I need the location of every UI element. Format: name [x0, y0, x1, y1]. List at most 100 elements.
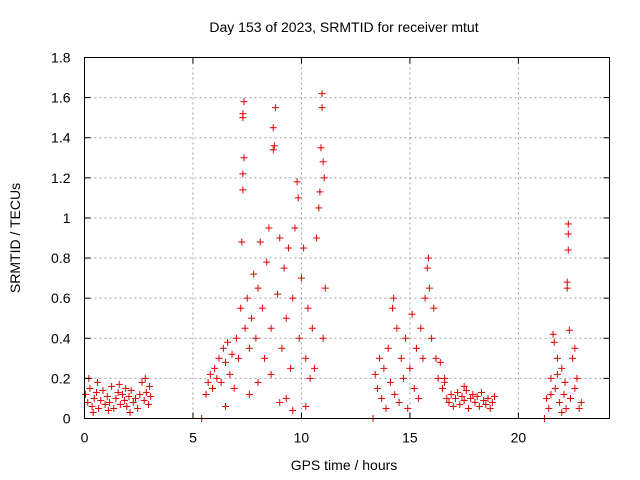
- data-point: [447, 390, 455, 398]
- data-point: [141, 374, 149, 382]
- data-point: [304, 304, 312, 312]
- data-point: [321, 284, 329, 292]
- data-point: [248, 314, 256, 322]
- data-point: [110, 404, 118, 412]
- data-point: [237, 304, 245, 312]
- data-point: [445, 398, 453, 406]
- data-point: [302, 402, 310, 410]
- data-point: [551, 384, 559, 392]
- data-point: [424, 254, 432, 262]
- data-point: [458, 392, 466, 400]
- data-point: [269, 146, 277, 154]
- data-point: [219, 344, 227, 352]
- data-point: [566, 394, 574, 402]
- data-point: [245, 344, 253, 352]
- data-point: [419, 354, 427, 362]
- data-point: [239, 186, 247, 194]
- data-point: [556, 398, 564, 406]
- data-point: [384, 344, 392, 352]
- data-point: [378, 394, 386, 402]
- data-point: [484, 394, 492, 402]
- data-point: [571, 344, 579, 352]
- data-point: [549, 330, 557, 338]
- data-point: [573, 374, 581, 382]
- data-point: [449, 402, 457, 410]
- data-point: [215, 354, 223, 362]
- data-point: [295, 334, 303, 342]
- data-point: [553, 370, 561, 378]
- data-point: [395, 398, 403, 406]
- data-point: [417, 324, 425, 332]
- data-point: [545, 404, 553, 412]
- data-point: [245, 390, 253, 398]
- data-point: [317, 144, 325, 152]
- data-point: [565, 326, 573, 334]
- y-axis-title: SRMTID / TECUs: [7, 183, 23, 293]
- x-tick-label: 0: [81, 430, 89, 446]
- data-point: [95, 404, 103, 412]
- data-point: [202, 390, 210, 398]
- data-point: [306, 374, 314, 382]
- data-point: [425, 284, 433, 292]
- data-point: [270, 142, 278, 150]
- data-point: [408, 310, 416, 318]
- data-point: [397, 354, 405, 362]
- data-point: [254, 378, 262, 386]
- y-tick-label: 1.2: [51, 170, 71, 186]
- data-point: [267, 324, 275, 332]
- data-point: [86, 384, 94, 392]
- data-point: [382, 404, 390, 412]
- data-point: [108, 382, 116, 390]
- data-point: [558, 364, 566, 372]
- data-point: [553, 354, 561, 362]
- data-point: [267, 370, 275, 378]
- data-point: [82, 390, 90, 398]
- data-point: [144, 400, 152, 408]
- data-point: [423, 264, 431, 272]
- data-point: [577, 398, 585, 406]
- data-point: [213, 374, 221, 382]
- data-point: [320, 174, 328, 182]
- data-point: [239, 110, 247, 118]
- data-point: [238, 238, 246, 246]
- data-point: [386, 378, 394, 386]
- data-point: [543, 394, 551, 402]
- data-point: [547, 390, 555, 398]
- data-point: [562, 404, 570, 412]
- x-tick-label: 20: [511, 430, 527, 446]
- data-point: [469, 390, 477, 398]
- data-point: [571, 384, 579, 392]
- y-tick-label: 0.8: [51, 250, 71, 266]
- data-point: [464, 404, 472, 412]
- data-point: [428, 334, 436, 342]
- data-point: [563, 278, 571, 286]
- data-point: [224, 338, 232, 346]
- data-point: [438, 384, 446, 392]
- data-point: [308, 324, 316, 332]
- data-point: [293, 178, 301, 186]
- data-point: [122, 384, 130, 392]
- data-point: [90, 394, 98, 402]
- chart-title: Day 153 of 2023, SRMTID for receiver mtu…: [209, 19, 478, 35]
- data-point: [217, 378, 225, 386]
- data-point: [402, 334, 410, 342]
- y-tick-label: 0: [63, 411, 71, 427]
- data-point: [404, 404, 412, 412]
- y-tick-label: 1.6: [51, 90, 71, 106]
- data-point: [138, 378, 146, 386]
- x-tick-label: 15: [402, 430, 418, 446]
- data-point: [460, 382, 468, 390]
- data-point: [391, 390, 399, 398]
- x-tick-label: 10: [294, 430, 310, 446]
- y-tick-label: 1: [63, 210, 71, 226]
- data-point: [250, 270, 258, 278]
- data-point: [282, 394, 290, 402]
- data-point: [278, 344, 286, 352]
- data-point: [127, 386, 135, 394]
- data-point: [280, 264, 288, 272]
- data-point: [104, 406, 112, 414]
- data-point: [99, 386, 107, 394]
- data-point: [261, 354, 269, 362]
- data-point: [319, 334, 327, 342]
